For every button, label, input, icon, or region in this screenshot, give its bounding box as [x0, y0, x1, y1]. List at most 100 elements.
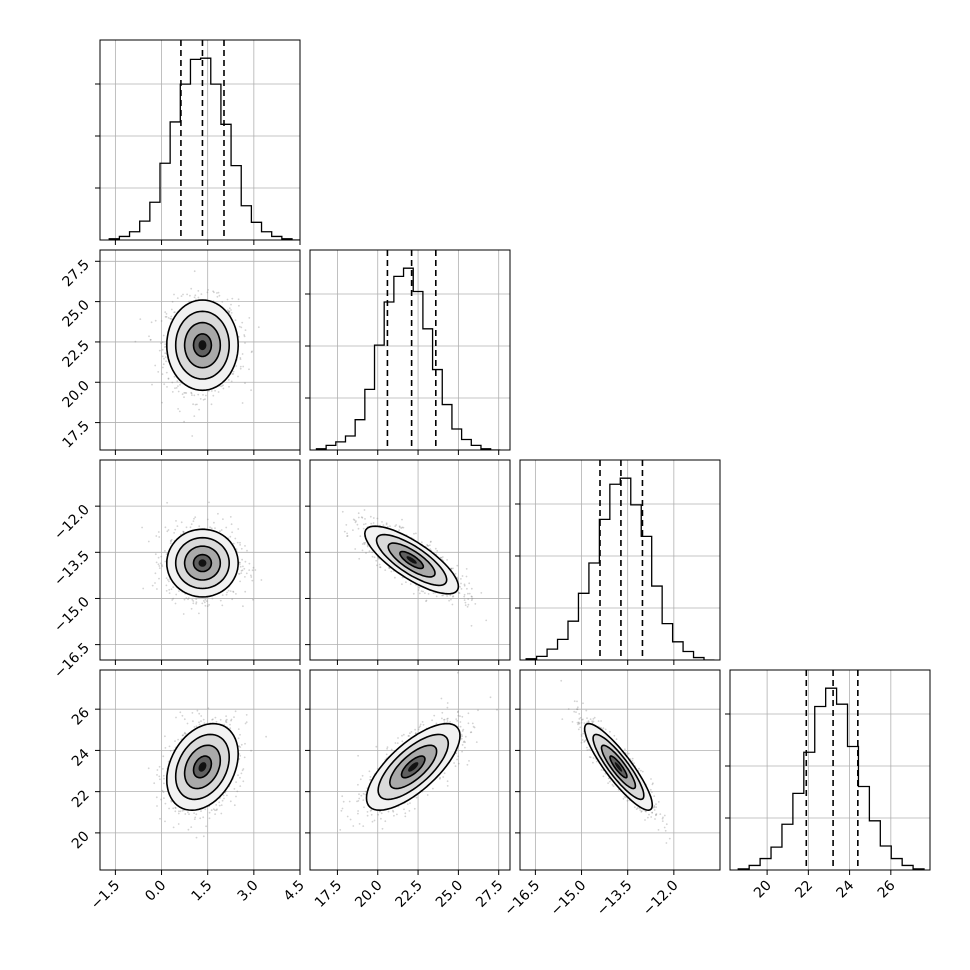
sample-point: [232, 542, 235, 545]
sample-point: [471, 597, 474, 600]
sample-point: [385, 522, 388, 525]
sample-point: [227, 310, 230, 313]
sample-point: [196, 403, 198, 406]
sample-point: [187, 828, 190, 831]
sample-point: [154, 319, 157, 322]
sample-point: [485, 619, 488, 622]
sample-point: [148, 335, 150, 338]
sample-point: [466, 587, 468, 590]
sample-point: [211, 597, 214, 600]
sample-point: [177, 738, 180, 741]
sample-point: [134, 340, 137, 343]
sample-point: [167, 579, 169, 581]
sample-point: [451, 603, 454, 606]
sample-point: [163, 383, 166, 386]
sample-point: [181, 393, 184, 396]
sample-point: [239, 746, 242, 748]
sample-point: [181, 714, 184, 717]
y-tick-label-2-2: −13.5: [51, 548, 93, 590]
sample-point: [251, 569, 254, 572]
sample-point: [220, 385, 223, 388]
sample-point: [363, 542, 365, 544]
sample-point: [176, 297, 179, 299]
sample-point: [178, 590, 180, 592]
sample-point: [207, 707, 210, 710]
sample-point: [241, 402, 244, 404]
sample-point: [210, 403, 213, 406]
sample-point: [219, 530, 221, 533]
sample-point: [202, 835, 205, 838]
sample-point: [164, 343, 167, 346]
sample-point: [215, 720, 218, 723]
sample-point: [398, 525, 401, 528]
histogram-0: [108, 57, 300, 240]
contour-3: [192, 553, 213, 573]
sample-point: [193, 517, 195, 520]
sample-point: [174, 602, 177, 605]
sample-point: [193, 394, 196, 397]
sample-point: [245, 721, 248, 723]
joint-panel-1-2: [305, 459, 511, 665]
sample-point: [154, 582, 156, 584]
sample-point: [474, 603, 477, 605]
sample-point: [173, 293, 175, 296]
sample-point: [250, 351, 253, 354]
sample-point: [183, 718, 186, 721]
sample-point: [170, 308, 173, 311]
sample-point: [179, 711, 182, 714]
sample-point: [172, 826, 175, 829]
sample-point: [234, 710, 237, 713]
sample-point: [157, 371, 160, 373]
sample-point: [198, 612, 200, 615]
joint-content: [341, 509, 488, 627]
sample-point: [176, 380, 179, 383]
sample-point: [365, 552, 367, 554]
sample-point: [390, 570, 393, 573]
sample-point: [237, 298, 240, 301]
sample-point: [240, 743, 243, 746]
sample-point: [242, 565, 244, 568]
sample-point: [345, 524, 348, 526]
sample-point: [244, 560, 247, 563]
sample-point: [230, 303, 232, 306]
sample-point: [386, 525, 389, 528]
sample-point: [195, 813, 198, 816]
sample-point: [159, 562, 162, 565]
sample-point: [191, 394, 193, 396]
sample-point: [167, 378, 170, 380]
sample-point: [427, 545, 430, 547]
sample-point: [223, 797, 225, 800]
sample-point: [190, 287, 193, 290]
sample-point: [228, 307, 231, 310]
sample-point: [206, 518, 209, 521]
sample-point: [165, 371, 168, 374]
sample-point: [229, 535, 232, 538]
sample-point: [239, 544, 242, 546]
sample-point: [193, 812, 196, 814]
sample-point: [364, 523, 367, 525]
joint-panel-0-2: −16.5−15.0−13.5−12.0: [51, 459, 301, 682]
density-peak: [198, 340, 207, 351]
panel-frame: [309, 459, 511, 661]
sample-point: [230, 309, 232, 311]
sample-point: [215, 804, 218, 806]
sample-point: [343, 530, 346, 533]
sample-point: [357, 512, 360, 515]
sample-point: [203, 601, 206, 604]
sample-point: [354, 548, 357, 550]
sample-point: [177, 385, 179, 387]
sample-point: [362, 527, 365, 530]
sample-point: [228, 310, 231, 313]
sample-point: [244, 342, 246, 344]
sample-point: [395, 524, 398, 526]
sample-point: [227, 311, 230, 313]
sample-point: [164, 735, 166, 738]
sample-point: [242, 605, 244, 608]
sample-point: [389, 525, 391, 528]
sample-point: [158, 775, 161, 778]
sample-point: [195, 836, 198, 839]
sample-point: [202, 398, 205, 401]
sample-point: [238, 745, 241, 748]
sample-point: [160, 320, 163, 322]
sample-point: [202, 394, 204, 396]
